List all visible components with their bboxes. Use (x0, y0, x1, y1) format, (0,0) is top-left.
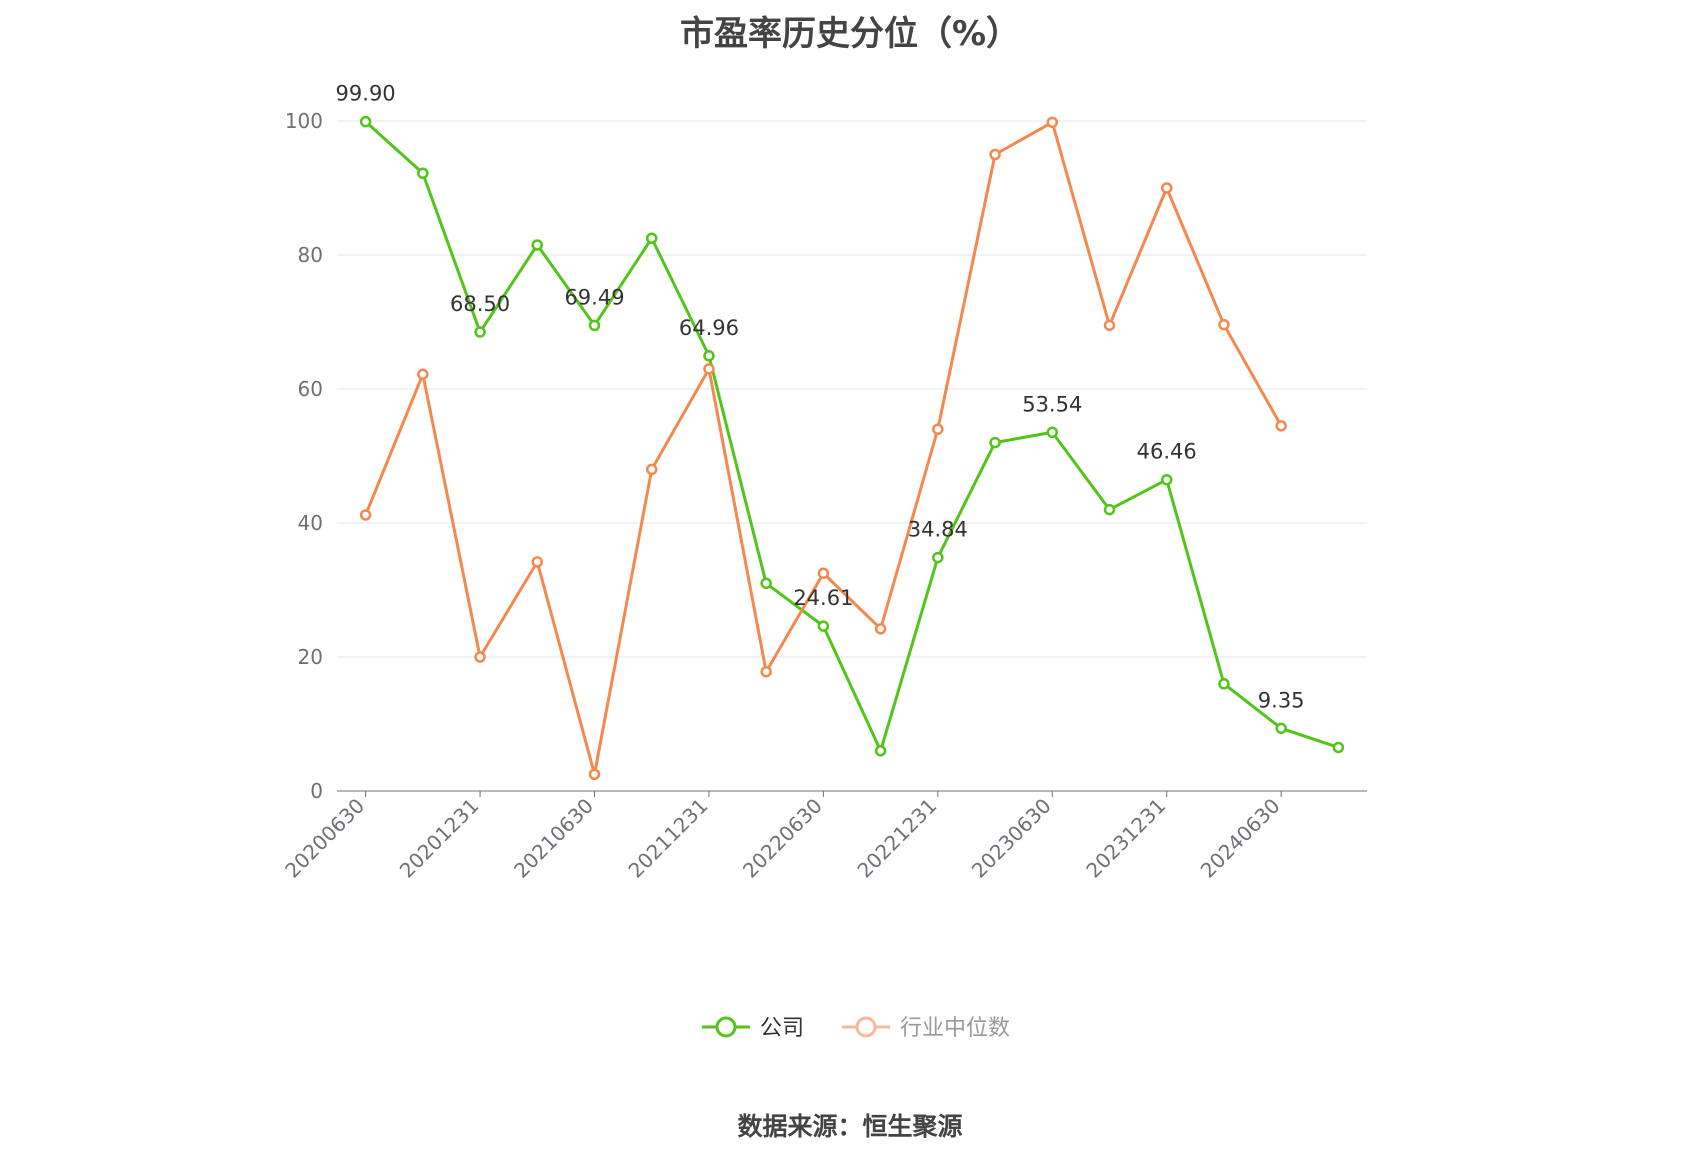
data-point (932, 423, 944, 435)
x-tick-label: 20210630 (509, 794, 598, 883)
data-label: 68.50 (450, 292, 510, 316)
legend-label: 公司 (760, 1016, 804, 1041)
series-line-0 (364, 120, 1339, 753)
data-point (703, 350, 715, 362)
data-point (932, 551, 944, 564)
legend-marker (715, 1016, 737, 1038)
data-point (760, 665, 772, 678)
data-point (1160, 182, 1173, 194)
data-source: 数据来源：恒生聚源 (737, 1112, 963, 1141)
data-point (474, 326, 486, 338)
data-point (989, 436, 1001, 449)
data-point (531, 556, 544, 568)
x-tick-label: 20211231 (624, 794, 713, 883)
x-tick-label: 20231231 (1081, 794, 1170, 883)
x-tick-label: 20240630 (1196, 794, 1285, 883)
legend-item-0[interactable]: 公司 (702, 1016, 804, 1041)
y-tick-label: 60 (298, 377, 323, 401)
grid-lines (337, 120, 1367, 658)
data-point (817, 620, 830, 632)
data-point (989, 148, 1001, 161)
y-tick-label: 40 (298, 511, 323, 535)
data-point (359, 509, 372, 521)
data-label: 99.90 (336, 82, 396, 106)
y-axis-ticks: 0 20 40 60 80 100 (285, 109, 323, 803)
data-label: 24.61 (793, 586, 853, 610)
data-label: 9.35 (1258, 688, 1305, 712)
data-point (588, 768, 601, 780)
legend-item-1[interactable]: 行业中位数 (842, 1016, 1010, 1041)
data-label: 69.49 (564, 285, 624, 309)
legend-label: 行业中位数 (900, 1016, 1010, 1041)
chart-title: 市盈率历史分位（%） (679, 14, 1021, 54)
data-point (417, 167, 429, 180)
series-layer (359, 115, 1345, 780)
data-point (1218, 318, 1230, 331)
x-tick-label: 20201231 (395, 794, 484, 883)
data-point (1103, 319, 1116, 332)
data-point (760, 577, 772, 590)
data-label: 46.46 (1137, 440, 1197, 464)
data-point (1103, 503, 1116, 516)
x-tick-label: 20221231 (852, 794, 941, 883)
data-point (874, 745, 887, 757)
data-point (817, 567, 830, 579)
y-tick-label: 80 (298, 243, 323, 267)
data-point (703, 363, 715, 375)
data-point (1275, 420, 1287, 432)
data-point (474, 651, 486, 663)
x-axis-ticks: 20200630 20201231 20210630 20211231 20220630… (280, 791, 1285, 883)
x-tick-label: 20220630 (738, 794, 827, 883)
data-point (417, 368, 429, 381)
data-point (645, 232, 658, 244)
data-point (588, 319, 601, 332)
data-point (1275, 722, 1287, 735)
data-point (1218, 678, 1230, 690)
data-point (1332, 741, 1345, 754)
x-tick-label: 20200630 (280, 794, 369, 883)
x-tick-label: 20230630 (967, 794, 1056, 883)
y-tick-label: 100 (285, 109, 323, 133)
data-point (531, 239, 544, 251)
data-point (874, 623, 887, 635)
data-labels: 99.90 68.50 69.49 64.96 24.61 34.84 53.54 46.46… (336, 82, 1305, 713)
data-point (359, 115, 372, 128)
y-tick-label: 20 (298, 645, 323, 669)
data-point (1160, 473, 1173, 486)
data-point (1046, 116, 1059, 129)
legend-marker (855, 1016, 877, 1038)
data-label: 53.54 (1022, 392, 1082, 416)
data-label: 34.84 (908, 518, 968, 542)
y-tick-label: 0 (310, 779, 323, 803)
data-label: 64.96 (679, 316, 739, 340)
data-point (1046, 426, 1059, 439)
legend[interactable]: 公司 行业中位数 (702, 1016, 1010, 1041)
data-point (645, 463, 658, 476)
